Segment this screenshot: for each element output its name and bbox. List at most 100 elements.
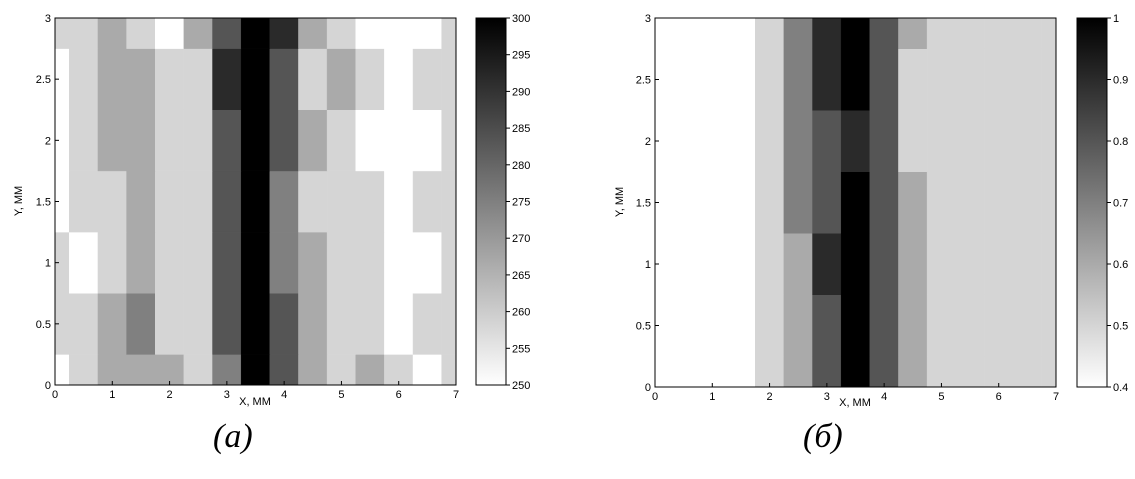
- heat-cell: [898, 171, 928, 234]
- heat-cell: [97, 17, 127, 49]
- heat-cell: [783, 48, 813, 111]
- heat-cell: [726, 356, 756, 388]
- heat-cell: [697, 17, 727, 49]
- heat-cell: [955, 294, 985, 357]
- heat-cell: [1012, 48, 1042, 111]
- heat-cell: [155, 170, 185, 233]
- heat-cell: [355, 109, 385, 172]
- heat-cell: [355, 293, 385, 355]
- heat-cell: [697, 171, 727, 234]
- heat-cell: [726, 294, 756, 357]
- heat-cell: [669, 356, 699, 388]
- y-tick-label: 1: [645, 259, 651, 271]
- x-tick-label: 7: [1053, 391, 1059, 403]
- y-tick-label: 2: [645, 136, 651, 148]
- heat-cell: [126, 354, 156, 386]
- colorbar-tick-label: 1: [1113, 13, 1119, 25]
- heat-cell: [1012, 294, 1042, 357]
- colorbar-tick-label: 270: [512, 233, 530, 245]
- heat-cell: [240, 354, 271, 386]
- heat-cell: [1012, 171, 1042, 234]
- heat-cell: [654, 17, 670, 49]
- colorbar-tick-label: 275: [512, 197, 530, 209]
- x-tick-label: 0: [652, 391, 658, 403]
- y-tick-label: 1.5: [636, 198, 651, 210]
- heat-cell: [669, 110, 699, 172]
- heat-cell: [183, 170, 213, 233]
- heat-cell: [384, 48, 414, 110]
- colorbar-tick-label: 0.9: [1113, 75, 1128, 87]
- x-tick-label: 6: [396, 389, 402, 401]
- heat-cell: [355, 17, 385, 49]
- y-tick-label: 0: [645, 382, 651, 394]
- heat-cell: [240, 17, 271, 49]
- heat-cell: [697, 356, 727, 388]
- colorbar-tick-label: 265: [512, 270, 530, 282]
- heat-cell: [155, 231, 185, 294]
- heat-cell: [1041, 356, 1057, 388]
- heat-cell: [755, 233, 785, 295]
- x-tick-label: 1: [709, 391, 715, 403]
- heat-cell: [984, 171, 1014, 234]
- heat-cell: [69, 354, 99, 386]
- heat-cell: [212, 231, 242, 294]
- heat-cell: [926, 356, 957, 388]
- heat-cell: [869, 233, 899, 295]
- heat-cell: [869, 17, 899, 49]
- heat-cell: [97, 354, 127, 386]
- heat-cell: [869, 48, 899, 111]
- heat-cell: [783, 356, 813, 388]
- colorbar-tick-label: 300: [512, 13, 530, 25]
- heat-cell: [898, 48, 928, 111]
- heat-cell: [726, 233, 756, 295]
- x-axis-label-a: X, MM: [239, 396, 271, 408]
- heat-cell: [355, 170, 385, 233]
- heat-cell: [69, 109, 99, 172]
- heat-cell: [69, 17, 99, 49]
- heat-cell: [755, 171, 785, 234]
- heat-cell: [783, 171, 813, 234]
- heat-cell: [783, 17, 813, 49]
- x-tick-label: 6: [996, 391, 1002, 403]
- plot-cells-a: [54, 17, 457, 386]
- heat-cell: [926, 110, 957, 172]
- heat-cell: [1041, 110, 1057, 172]
- heat-cell: [326, 48, 357, 110]
- heat-cell: [812, 233, 842, 295]
- heat-cell: [240, 48, 271, 110]
- heat-cell: [1012, 17, 1042, 49]
- x-tick-label: 5: [338, 389, 344, 401]
- colorbar-a: [475, 17, 507, 386]
- x-tick-label: 5: [938, 391, 944, 403]
- heat-cell: [97, 231, 127, 294]
- heat-cell: [212, 170, 242, 233]
- caption-a: (a): [213, 418, 253, 455]
- heat-cell: [240, 109, 271, 172]
- heat-cell: [326, 293, 357, 355]
- heat-cell: [955, 48, 985, 111]
- heat-cell: [54, 17, 70, 49]
- heat-cell: [1041, 17, 1057, 49]
- heat-cell: [812, 294, 842, 357]
- colorbar-tick-label: 0.8: [1113, 136, 1128, 148]
- heat-cell: [669, 17, 699, 49]
- heat-cell: [183, 48, 213, 110]
- y-ticks-b: 0 0.5 1 1.5 2 2.5 3: [636, 13, 659, 394]
- heat-cell: [812, 171, 842, 234]
- heat-cell: [669, 48, 699, 111]
- heat-cell: [384, 293, 414, 355]
- heat-cell: [840, 17, 871, 49]
- heat-cell: [326, 109, 357, 172]
- heat-cell: [955, 110, 985, 172]
- y-ticks-a: 0 0.5 1 1.5 2 2.5 3: [36, 13, 59, 392]
- heat-cell: [840, 356, 871, 388]
- heat-cell: [441, 231, 457, 294]
- heat-cell: [326, 354, 357, 386]
- heat-cell: [69, 231, 99, 294]
- colorbar-b: [1076, 17, 1108, 388]
- heat-cell: [298, 354, 328, 386]
- heat-cell: [269, 354, 299, 386]
- heat-cell: [812, 48, 842, 111]
- y-tick-label: 1.5: [36, 197, 51, 209]
- heat-cell: [412, 293, 442, 355]
